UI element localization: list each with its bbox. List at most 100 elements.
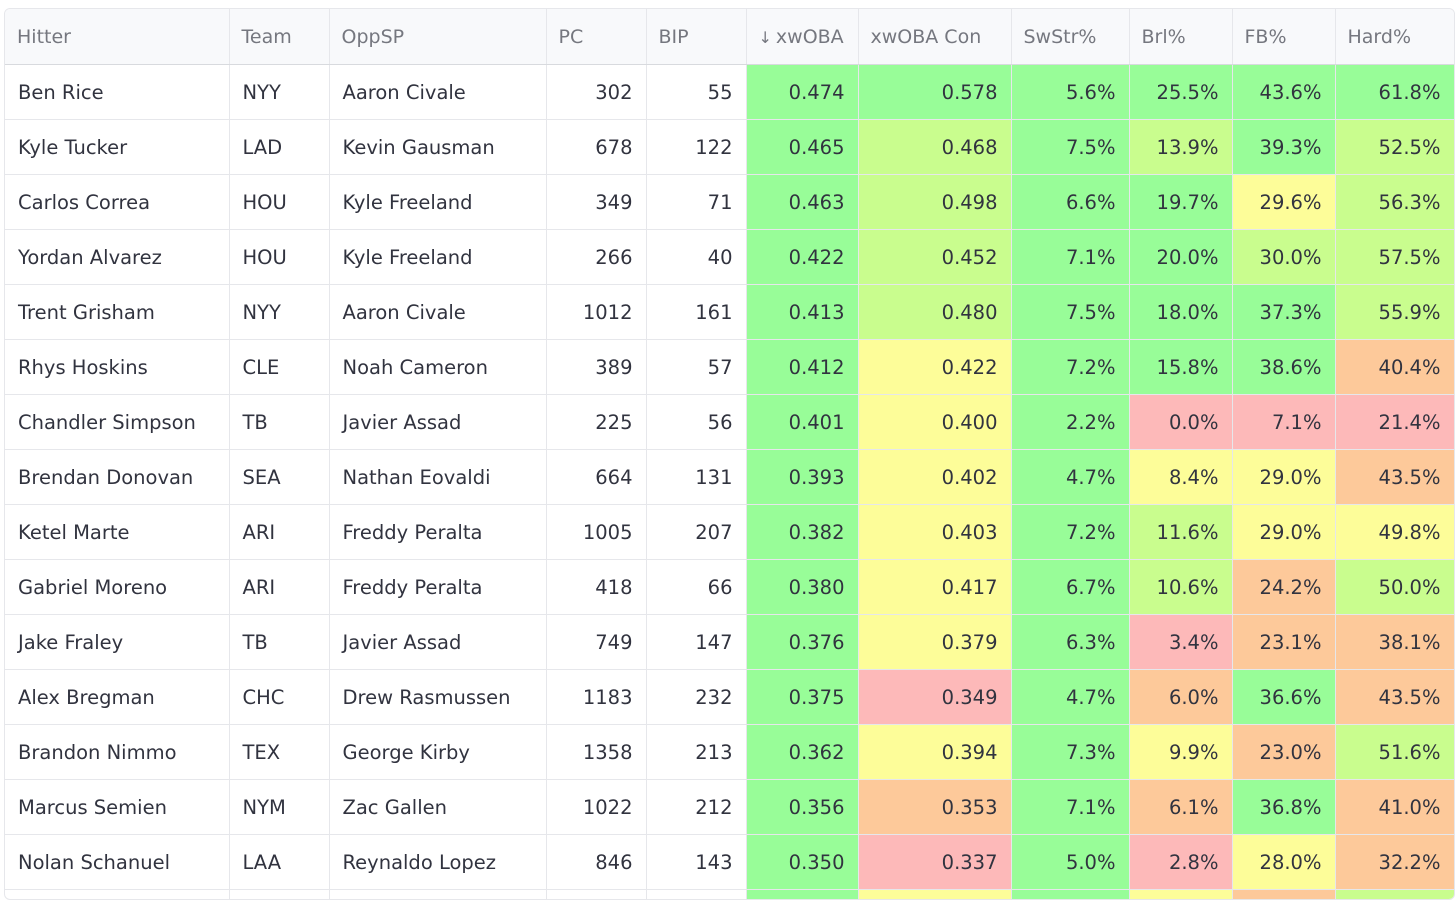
cell-team: ARI <box>229 560 329 615</box>
cell-xwoba: 0.422 <box>746 230 858 285</box>
cell-brl: 3.4% <box>1129 615 1232 670</box>
cell-xwoba: 0.375 <box>746 670 858 725</box>
column-header-label: Hitter <box>17 26 71 48</box>
cell-fb: 24.2% <box>1232 560 1335 615</box>
cell-xwoba-con: 0.400 <box>858 395 1011 450</box>
cell-hard: 40.4% <box>1335 340 1454 395</box>
cell-team: TB <box>229 395 329 450</box>
cell-brl: 6.0% <box>1129 670 1232 725</box>
column-header-brl[interactable]: Brl% <box>1129 9 1232 65</box>
cell-hard: 51.6% <box>1335 725 1454 780</box>
cell-swstr: 6.6% <box>1011 175 1129 230</box>
cell-bip: 66 <box>646 560 746 615</box>
cell-pc: 349 <box>546 175 646 230</box>
cell-bip: 122 <box>646 120 746 175</box>
cell-hitter: Ben Rice <box>5 65 229 120</box>
cell-swstr: 6.3% <box>1011 615 1129 670</box>
cell-pc: 846 <box>546 835 646 890</box>
cell-oppsp: Noah Cameron <box>329 340 546 395</box>
cell-bip: 56 <box>646 395 746 450</box>
cell-brl: 15.8% <box>1129 340 1232 395</box>
cell-hard: 43.5% <box>1335 450 1454 505</box>
cell-oppsp: Aaron Civale <box>329 65 546 120</box>
cell-fb: 38.6% <box>1232 340 1335 395</box>
cell-brl: 19.7% <box>1129 175 1232 230</box>
column-header-fb[interactable]: FB% <box>1232 9 1335 65</box>
cell-brl: 20.0% <box>1129 230 1232 285</box>
cell-oppsp: Kyle Freeland <box>329 230 546 285</box>
cell-team: HOU <box>229 230 329 285</box>
cell-oppsp: Reynaldo Lopez <box>329 835 546 890</box>
cell-fb: 43.6% <box>1232 65 1335 120</box>
column-header-hitter[interactable]: Hitter <box>5 9 229 65</box>
cell-xwoba-con: 0.403 <box>858 505 1011 560</box>
cell-xwoba-con: 0.379 <box>858 615 1011 670</box>
cell-hitter: Brandon Nimmo <box>5 725 229 780</box>
column-header-team[interactable]: Team <box>229 9 329 65</box>
cell-brl: 18.0% <box>1129 285 1232 340</box>
cell-pc: 749 <box>546 615 646 670</box>
cell-xwoba-con: 0.402 <box>858 450 1011 505</box>
cell-hitter: Chandler Simpson <box>5 395 229 450</box>
cell-xwoba-con: 0.349 <box>858 670 1011 725</box>
cell-brl: 8.4% <box>1129 450 1232 505</box>
cell-fb: 23.1% <box>1232 615 1335 670</box>
column-header-oppsp[interactable]: OppSP <box>329 9 546 65</box>
cell-xwoba-con: 0.417 <box>858 560 1011 615</box>
cell-team: NYY <box>229 285 329 340</box>
cell-swstr: 5.0% <box>1011 835 1129 890</box>
cell-hard: 50.0% <box>1335 560 1454 615</box>
cell-pc: 664 <box>546 450 646 505</box>
cell-swstr: 2.2% <box>1011 395 1129 450</box>
cell-fb: 23.0% <box>1232 725 1335 780</box>
cell-swstr: 7.2% <box>1011 340 1129 395</box>
cell-brl <box>1129 890 1232 900</box>
cell-hitter: Yordan Alvarez <box>5 230 229 285</box>
cell-bip: 232 <box>646 670 746 725</box>
cell-hitter: Trent Grisham <box>5 285 229 340</box>
cell-oppsp: Zac Gallen <box>329 780 546 835</box>
cell-xwoba: 0.463 <box>746 175 858 230</box>
cell-xwoba: 0.356 <box>746 780 858 835</box>
cell-bip: 212 <box>646 780 746 835</box>
cell-swstr: 7.1% <box>1011 780 1129 835</box>
cell-xwoba-con: 0.468 <box>858 120 1011 175</box>
cell-hitter: Gabriel Moreno <box>5 560 229 615</box>
column-header-hard[interactable]: Hard% <box>1335 9 1454 65</box>
cell-team: ARI <box>229 505 329 560</box>
cell-brl: 6.1% <box>1129 780 1232 835</box>
cell-fb: 29.0% <box>1232 450 1335 505</box>
cell-bip: 161 <box>646 285 746 340</box>
column-header-xwoba-con[interactable]: xwOBA Con <box>858 9 1011 65</box>
cell-bip: 143 <box>646 835 746 890</box>
cell-hitter <box>5 890 229 900</box>
cell-fb: 29.0% <box>1232 505 1335 560</box>
table-row-partial[interactable] <box>5 890 1454 900</box>
column-header-xwoba[interactable]: ↓xwOBA <box>746 9 858 65</box>
cell-pc: 1183 <box>546 670 646 725</box>
column-header-label: FB% <box>1245 26 1287 48</box>
column-header-pc[interactable]: PC <box>546 9 646 65</box>
column-header-swstr[interactable]: SwStr% <box>1011 9 1129 65</box>
column-header-bip[interactable]: BIP <box>646 9 746 65</box>
cell-team: TEX <box>229 725 329 780</box>
cell-oppsp: Nathan Eovaldi <box>329 450 546 505</box>
cell-hard: 49.8% <box>1335 505 1454 560</box>
